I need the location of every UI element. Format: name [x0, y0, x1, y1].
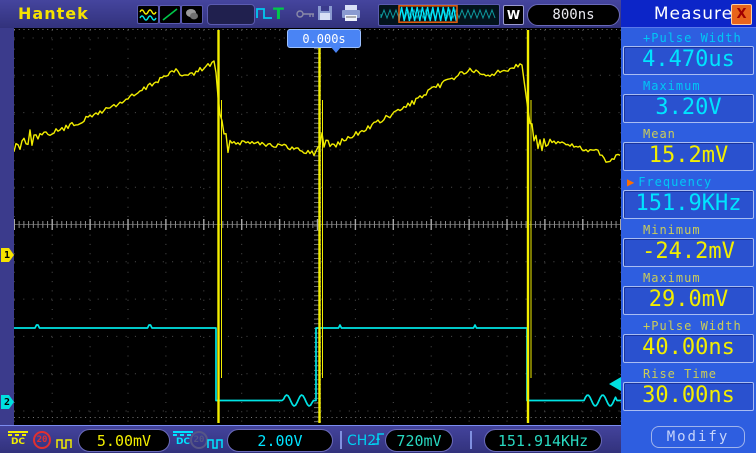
- cursor-line-icon[interactable]: [159, 5, 181, 24]
- print-icon[interactable]: [341, 4, 362, 23]
- ch1-ground-marker[interactable]: 1: [1, 248, 14, 262]
- measurement-label: ▶Maximum: [643, 271, 701, 285]
- measurement-label: ▶+Pulse Width: [643, 319, 742, 333]
- trigger-source-label: CH2: [347, 433, 377, 449]
- separator: [340, 431, 342, 449]
- measurement-value: 15.2mV: [623, 142, 754, 171]
- measurement-label: ▶Rise Time: [643, 367, 718, 381]
- ch1-waveform-icon: [56, 434, 75, 453]
- measurement-value: 40.00ns: [623, 334, 754, 363]
- measurement-value: 30.00ns: [623, 382, 754, 411]
- save-icon[interactable]: [317, 5, 334, 22]
- waveform-display: 0.000s: [14, 28, 621, 425]
- ch2-ground-marker[interactable]: 2: [1, 395, 14, 409]
- left-margin-strip: [0, 28, 14, 425]
- ch2-bandwidth-icon[interactable]: 20: [190, 431, 208, 449]
- measurement-value: 151.9KHz: [623, 190, 754, 219]
- measure-panel-header: Measure X: [621, 0, 756, 28]
- trigger-position-tooltip: 0.000s: [287, 29, 361, 53]
- panel-title: Measure: [653, 3, 734, 24]
- measurement-label: ▶ Frequency: [627, 175, 713, 189]
- measurement-label: ▶Mean: [643, 127, 676, 141]
- measure-panel: Measure X ▶+Pulse Width4.470us▶Maximum3.…: [621, 0, 756, 453]
- ch2-scale-readout: 2.00V: [227, 429, 333, 452]
- brand-logo: Hantek: [18, 4, 89, 23]
- ch2-waveform-icon: [207, 434, 226, 453]
- scope-traces: [14, 29, 621, 423]
- measurement-label: ▶Maximum: [643, 79, 701, 93]
- selected-arrow-icon: ▶: [627, 175, 636, 189]
- ch1-scale-readout: 5.00mV: [78, 429, 170, 452]
- inactive-display-box: [207, 4, 255, 25]
- status-bar: DC 20 5.00mV DC 20 2.00V CH2 720mV 151.9…: [0, 425, 621, 453]
- trigger-frequency-readout: 151.914KHz: [484, 429, 602, 452]
- top-toolbar: Hantek T: [0, 0, 621, 28]
- measurement-label: ▶+Pulse Width: [643, 31, 742, 45]
- measurement-value: 3.20V: [623, 94, 754, 123]
- trigger-menu-icon[interactable]: T: [273, 4, 284, 23]
- trigger-level-marker[interactable]: [609, 377, 621, 391]
- measurement-value: -24.2mV: [623, 238, 754, 267]
- keylock-icon[interactable]: [296, 9, 316, 19]
- screenshot-icon[interactable]: [181, 5, 203, 24]
- horizontal-preview-strip[interactable]: [378, 4, 500, 26]
- ch2-coupling-icon[interactable]: DC: [173, 431, 193, 447]
- window-mode-icon[interactable]: W: [503, 5, 524, 25]
- separator: [470, 431, 472, 449]
- measurement-value: 29.0mV: [623, 286, 754, 315]
- timebase-readout: 800ns: [527, 4, 620, 26]
- measure-list: ▶+Pulse Width4.470us▶Maximum3.20V▶Mean15…: [621, 31, 756, 411]
- pulse-trigger-icon[interactable]: [256, 7, 274, 20]
- close-icon[interactable]: X: [731, 4, 752, 25]
- rising-edge-icon: [371, 431, 386, 451]
- modify-button[interactable]: Modify: [651, 426, 745, 448]
- trigger-level-readout: 720mV: [385, 429, 453, 452]
- channel-waveforms-icon[interactable]: [137, 5, 159, 24]
- measurement-label: ▶Minimum: [643, 223, 701, 237]
- ch1-coupling-icon[interactable]: DC: [8, 431, 28, 447]
- ch1-bandwidth-icon[interactable]: 20: [33, 431, 51, 449]
- measurement-value: 4.470us: [623, 46, 754, 75]
